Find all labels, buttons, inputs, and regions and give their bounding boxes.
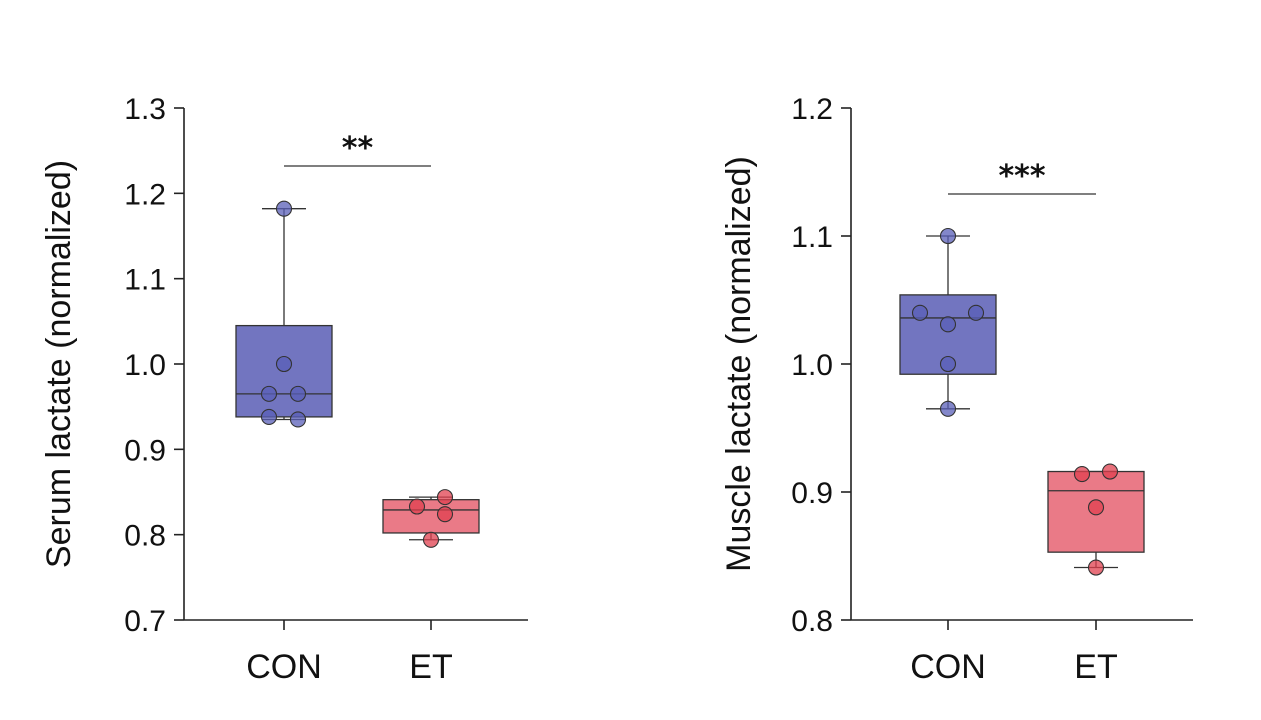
x-tick-label: CON [910,648,986,686]
serum-lactate-chart: 0.7 0.8 0.9 1.0 1.1 1.2 1.3 Serum lactate (norm… [40,93,528,686]
y-tick-label: 1.1 [124,264,166,297]
y-tick-label: 0.9 [124,434,166,467]
y-axis-title: Muscle lactate (normalized) [720,156,758,572]
y-axis-title: Serum lactate (normalized) [40,160,78,568]
y-tick-label: 1.2 [791,93,833,126]
data-point [436,506,454,523]
y-tick-label: 0.8 [791,605,833,638]
data-point [260,385,278,402]
data-point [967,304,985,321]
x-tick-label: ET [1074,648,1117,686]
data-point [260,408,278,425]
data-point [1087,499,1105,516]
muscle-lactate-chart: 0.8 0.9 1.0 1.1 1.2 Muscle lactate (normalize… [720,93,1193,686]
data-point [1087,559,1105,576]
x-tick-label: ET [409,648,452,686]
y-tick-label: 0.8 [124,520,166,553]
y-tick-label: 1.3 [124,93,166,126]
data-point [408,498,426,515]
y-tick-label: 0.9 [791,477,833,510]
data-point [289,385,307,402]
data-point [939,316,957,333]
data-point [939,400,957,417]
data-point [1101,463,1119,480]
data-point [275,200,293,217]
significance-label: *** [998,159,1045,194]
data-point [1073,466,1091,483]
y-tick-label: 0.7 [124,605,166,638]
y-tick-label: 1.2 [124,178,166,211]
box-et [382,499,480,534]
data-point [275,355,293,373]
data-point [911,304,929,321]
data-point [939,355,957,373]
significance-label: ** [342,131,374,166]
data-point [436,489,454,506]
data-point [289,411,307,428]
data-point [939,227,957,245]
x-tick-label: CON [246,648,322,686]
y-tick-label: 1.0 [124,349,166,382]
data-point [422,531,440,548]
y-tick-label: 1.1 [791,221,833,254]
y-tick-label: 1.0 [791,349,833,382]
